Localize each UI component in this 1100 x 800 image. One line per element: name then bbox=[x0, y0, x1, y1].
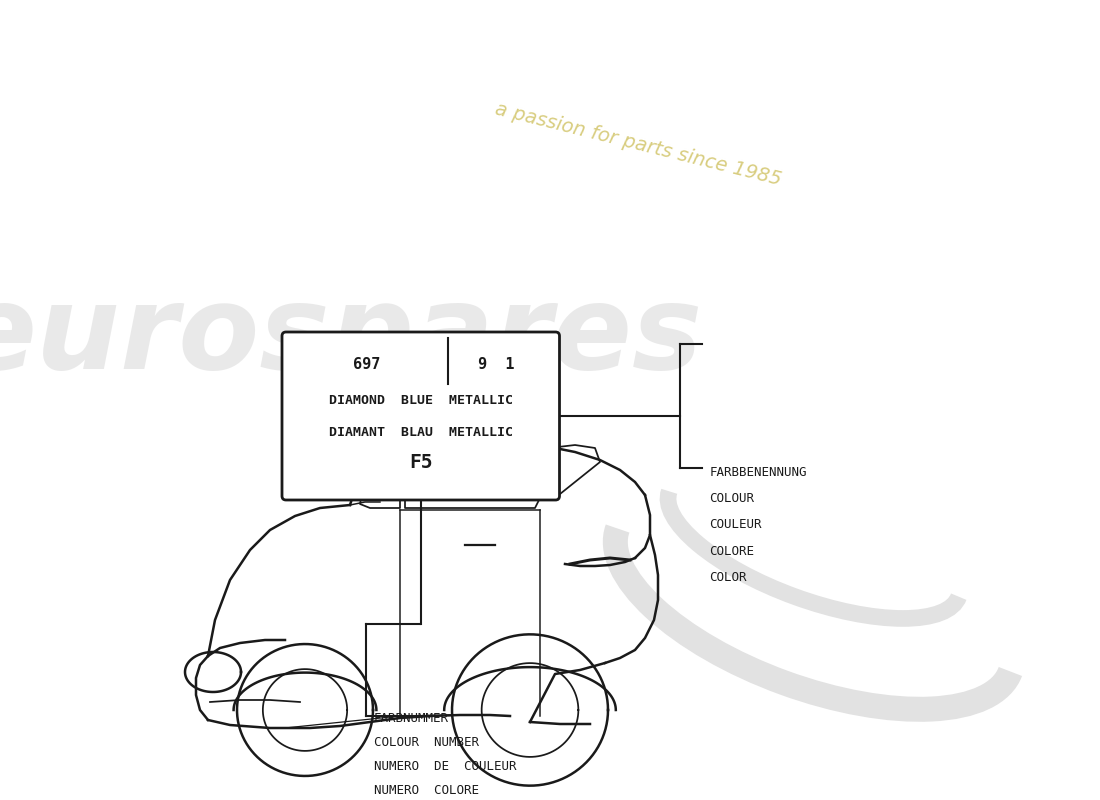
Text: a passion for parts since 1985: a passion for parts since 1985 bbox=[493, 99, 783, 189]
Text: COLOUR  NUMBER: COLOUR NUMBER bbox=[374, 736, 478, 749]
Text: DIAMOND  BLUE  METALLIC: DIAMOND BLUE METALLIC bbox=[329, 394, 513, 406]
Text: 9  1: 9 1 bbox=[478, 357, 515, 372]
FancyBboxPatch shape bbox=[282, 332, 560, 500]
Text: COLOR: COLOR bbox=[710, 571, 747, 584]
Text: COLORE: COLORE bbox=[710, 545, 755, 558]
Text: F5: F5 bbox=[409, 453, 432, 472]
Text: COULEUR: COULEUR bbox=[710, 518, 762, 531]
Text: FARBNUMMER: FARBNUMMER bbox=[374, 712, 449, 725]
Text: eurospares: eurospares bbox=[0, 278, 703, 394]
Text: DIAMANT  BLAU  METALLIC: DIAMANT BLAU METALLIC bbox=[329, 426, 513, 438]
Text: NUMERO  COLORE: NUMERO COLORE bbox=[374, 784, 478, 797]
Text: 697: 697 bbox=[353, 357, 381, 372]
Text: FARBBENENNUNG: FARBBENENNUNG bbox=[710, 466, 807, 478]
Text: NUMERO  DE  COULEUR: NUMERO DE COULEUR bbox=[374, 760, 517, 773]
Text: COLOUR: COLOUR bbox=[710, 492, 755, 505]
